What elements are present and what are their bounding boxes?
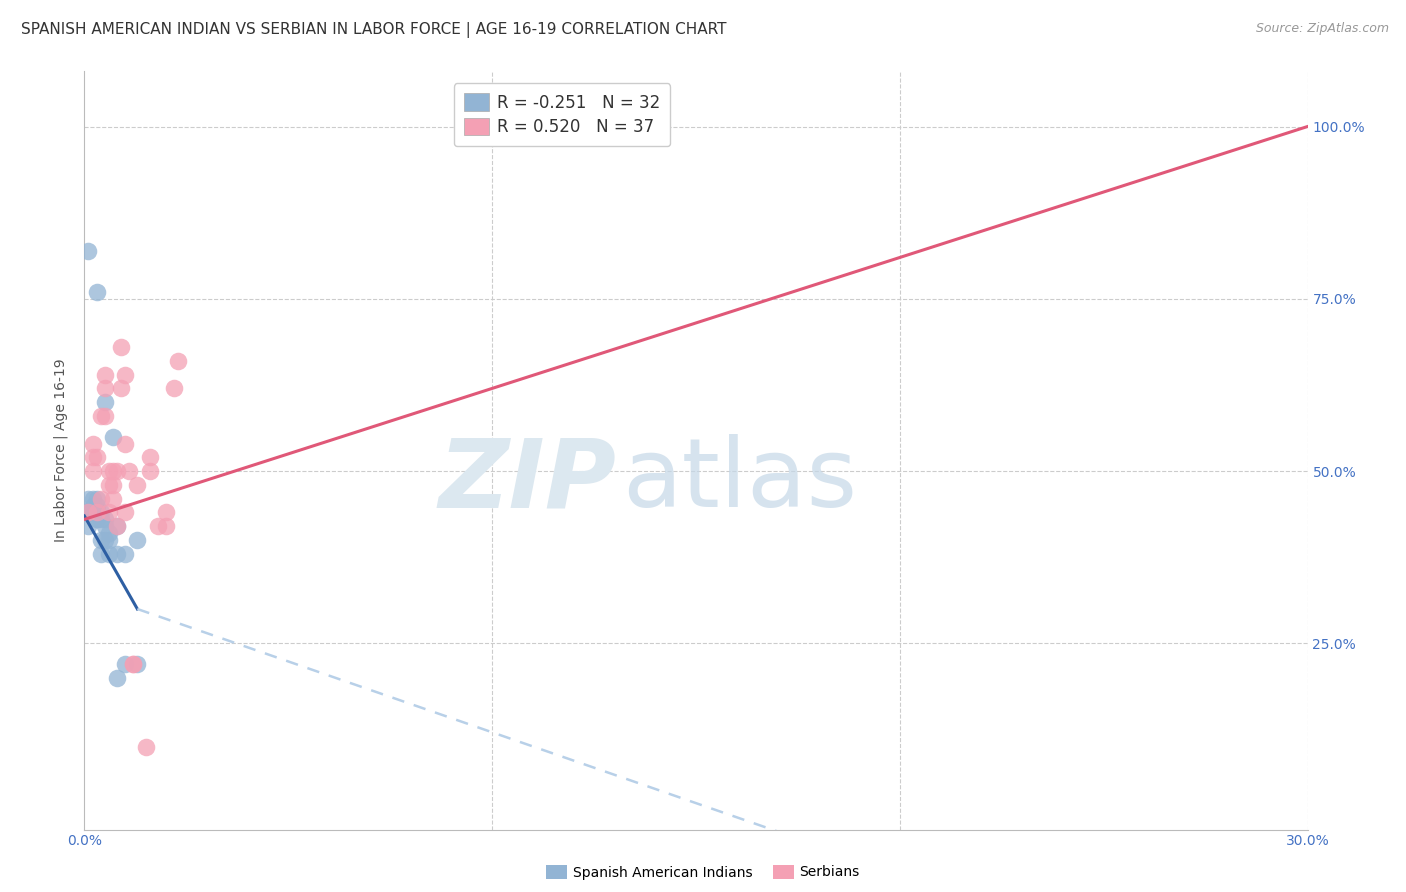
Point bbox=[110, 381, 132, 395]
Point bbox=[97, 478, 120, 492]
Point bbox=[93, 409, 115, 423]
Text: Source: ZipAtlas.com: Source: ZipAtlas.com bbox=[1256, 22, 1389, 36]
Point bbox=[93, 533, 115, 547]
Point bbox=[101, 430, 124, 444]
Point bbox=[86, 491, 108, 506]
Point bbox=[93, 381, 115, 395]
Point bbox=[105, 464, 128, 478]
Point bbox=[138, 450, 160, 465]
Point bbox=[86, 506, 108, 520]
Point bbox=[97, 533, 120, 547]
Point bbox=[82, 506, 104, 520]
Point bbox=[127, 533, 149, 547]
Point bbox=[77, 506, 100, 520]
Point bbox=[97, 506, 120, 520]
Point bbox=[122, 657, 145, 672]
Point bbox=[114, 436, 136, 450]
Point bbox=[127, 478, 149, 492]
Point bbox=[105, 547, 128, 561]
Point bbox=[82, 464, 104, 478]
Point bbox=[105, 671, 128, 685]
Point bbox=[97, 547, 120, 561]
Point bbox=[101, 478, 124, 492]
Point bbox=[105, 519, 128, 533]
Point bbox=[86, 512, 108, 526]
Point bbox=[82, 499, 104, 513]
Point bbox=[90, 491, 112, 506]
Point bbox=[167, 354, 190, 368]
Point bbox=[90, 506, 112, 520]
Text: SPANISH AMERICAN INDIAN VS SERBIAN IN LABOR FORCE | AGE 16-19 CORRELATION CHART: SPANISH AMERICAN INDIAN VS SERBIAN IN LA… bbox=[21, 22, 727, 38]
Point bbox=[114, 368, 136, 382]
Point bbox=[77, 491, 100, 506]
Point bbox=[122, 657, 145, 672]
Point bbox=[82, 450, 104, 465]
Point bbox=[101, 491, 124, 506]
Point bbox=[77, 506, 100, 520]
Point bbox=[90, 512, 112, 526]
Point bbox=[90, 533, 112, 547]
Point bbox=[77, 244, 100, 258]
Point bbox=[114, 547, 136, 561]
Point bbox=[105, 519, 128, 533]
Point bbox=[82, 506, 104, 520]
Point bbox=[90, 409, 112, 423]
Text: ZIP: ZIP bbox=[439, 434, 616, 527]
Point bbox=[86, 512, 108, 526]
Point bbox=[86, 499, 108, 513]
Point bbox=[114, 657, 136, 672]
Point bbox=[86, 506, 108, 520]
Point bbox=[97, 526, 120, 541]
Point bbox=[135, 739, 157, 754]
Y-axis label: In Labor Force | Age 16-19: In Labor Force | Age 16-19 bbox=[53, 359, 69, 542]
Point bbox=[163, 381, 186, 395]
Point bbox=[101, 464, 124, 478]
Point bbox=[93, 395, 115, 409]
Text: atlas: atlas bbox=[623, 434, 858, 527]
Point bbox=[155, 519, 177, 533]
Point bbox=[86, 450, 108, 465]
Point bbox=[644, 120, 666, 134]
Point bbox=[146, 519, 169, 533]
Point bbox=[86, 506, 108, 520]
Point bbox=[93, 368, 115, 382]
Point bbox=[110, 340, 132, 354]
Point bbox=[127, 657, 149, 672]
Point bbox=[114, 506, 136, 520]
Point bbox=[82, 436, 104, 450]
Legend: R = -0.251   N = 32, R = 0.520   N = 37: R = -0.251 N = 32, R = 0.520 N = 37 bbox=[454, 84, 671, 146]
Point bbox=[93, 519, 115, 533]
Point bbox=[155, 506, 177, 520]
Point bbox=[97, 464, 120, 478]
Point bbox=[77, 519, 100, 533]
Point bbox=[82, 491, 104, 506]
Point bbox=[93, 512, 115, 526]
Point bbox=[90, 547, 112, 561]
Point bbox=[118, 464, 141, 478]
Legend: Spanish American Indians, Serbians: Spanish American Indians, Serbians bbox=[541, 859, 865, 885]
Point bbox=[138, 464, 160, 478]
Point bbox=[86, 285, 108, 299]
